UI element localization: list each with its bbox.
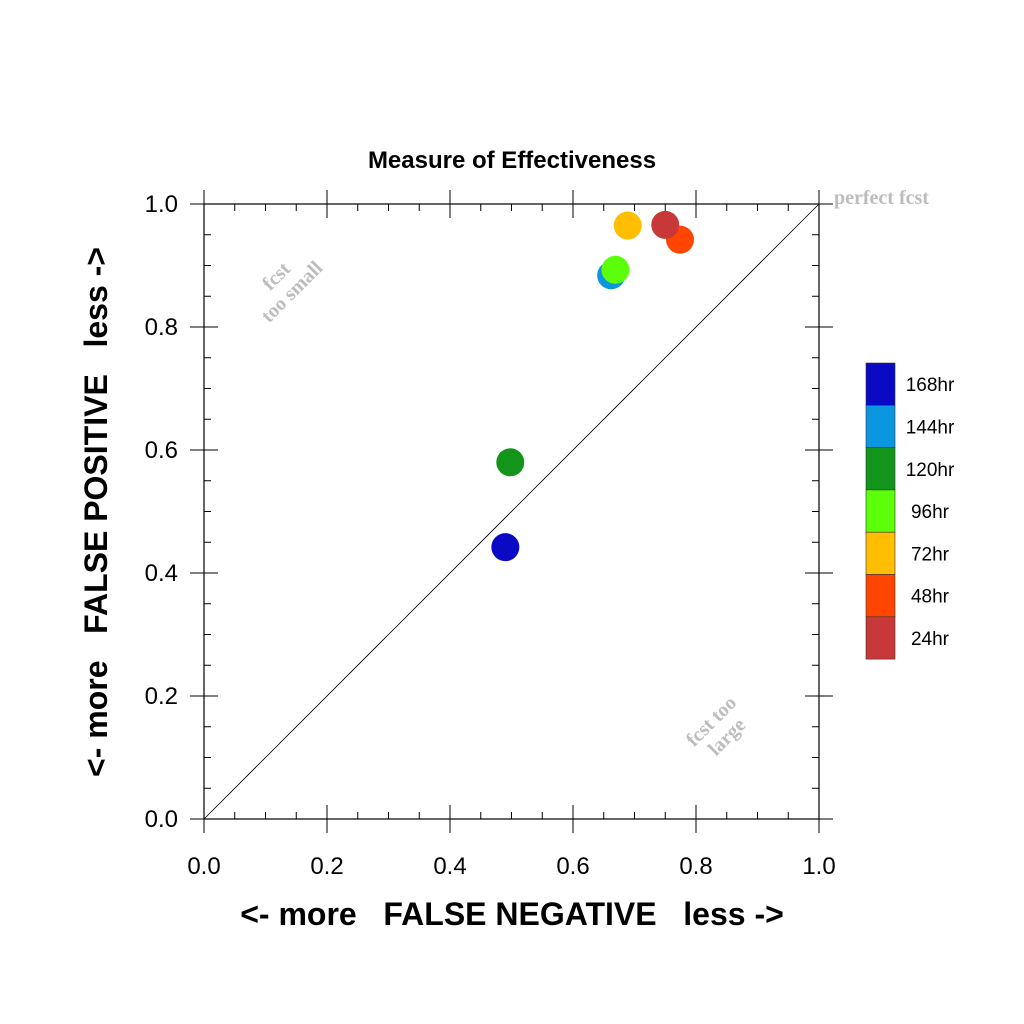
y-tick-label: 0.6	[145, 437, 178, 464]
legend-label-120hr: 120hr	[906, 460, 955, 481]
annotation-fcst-too-small: fcst too small	[257, 257, 327, 327]
legend-label-96hr: 96hr	[911, 502, 950, 523]
legend-swatch-144hr	[865, 404, 896, 448]
x-tick-label: 1.0	[802, 853, 835, 880]
perfect-forecast-line	[203, 203, 820, 820]
perfect-fcst-label: perfect fcst	[834, 187, 929, 209]
point-72hr	[613, 211, 642, 240]
plot-area: 0.0 0.2 0.4 0.6 0.8 1.0 0.0 0.2 0.4 0.6 0.8 1.0	[145, 190, 836, 880]
legend-swatch-168hr	[865, 362, 896, 406]
x-tick-label: 0.4	[433, 853, 466, 880]
point-168hr	[491, 533, 520, 562]
x-tick-label: 0.2	[310, 853, 343, 880]
point-96hr	[601, 255, 630, 284]
legend-label-72hr: 72hr	[911, 544, 950, 565]
legend-label-48hr: 48hr	[911, 587, 950, 608]
legend-swatch-24hr	[865, 616, 896, 660]
legend-swatch-120hr	[865, 447, 896, 491]
legend-swatch-48hr	[865, 574, 896, 618]
y-tick-label: 0.0	[145, 806, 178, 833]
annotation-fcst-too-large: fcst too large	[682, 692, 750, 760]
chart-title: Measure of Effectiveness	[368, 147, 656, 174]
legend-label-168hr: 168hr	[906, 375, 955, 396]
legend: 168hr 144hr 120hr 96hr 72hr 48hr 24hr	[865, 362, 955, 660]
x-tick-label: 0.8	[679, 853, 712, 880]
y-axis-title: <- more FALSE POSITIVE less ->	[78, 247, 114, 777]
legend-label-144hr: 144hr	[906, 417, 955, 438]
x-tick-label: 0.0	[187, 853, 220, 880]
point-120hr	[496, 448, 525, 477]
axis-tick-labels: 0.0 0.2 0.4 0.6 0.8 1.0 0.0 0.2 0.4 0.6 0.8 1.0	[145, 191, 836, 880]
axis-ticks	[190, 190, 833, 833]
y-tick-label: 0.4	[145, 560, 178, 587]
annotation-fcst-too-small-line2: too small	[257, 257, 327, 327]
x-tick-label: 0.6	[556, 853, 589, 880]
legend-label-24hr: 24hr	[911, 629, 950, 650]
y-tick-label: 0.2	[145, 683, 178, 710]
data-points	[491, 210, 695, 562]
y-tick-label: 1.0	[145, 191, 178, 218]
y-tick-label: 0.8	[145, 314, 178, 341]
legend-swatch-72hr	[865, 531, 896, 575]
legend-swatch-96hr	[865, 489, 896, 533]
point-24hr	[651, 210, 680, 239]
x-axis-title: <- more FALSE NEGATIVE less ->	[240, 896, 784, 932]
